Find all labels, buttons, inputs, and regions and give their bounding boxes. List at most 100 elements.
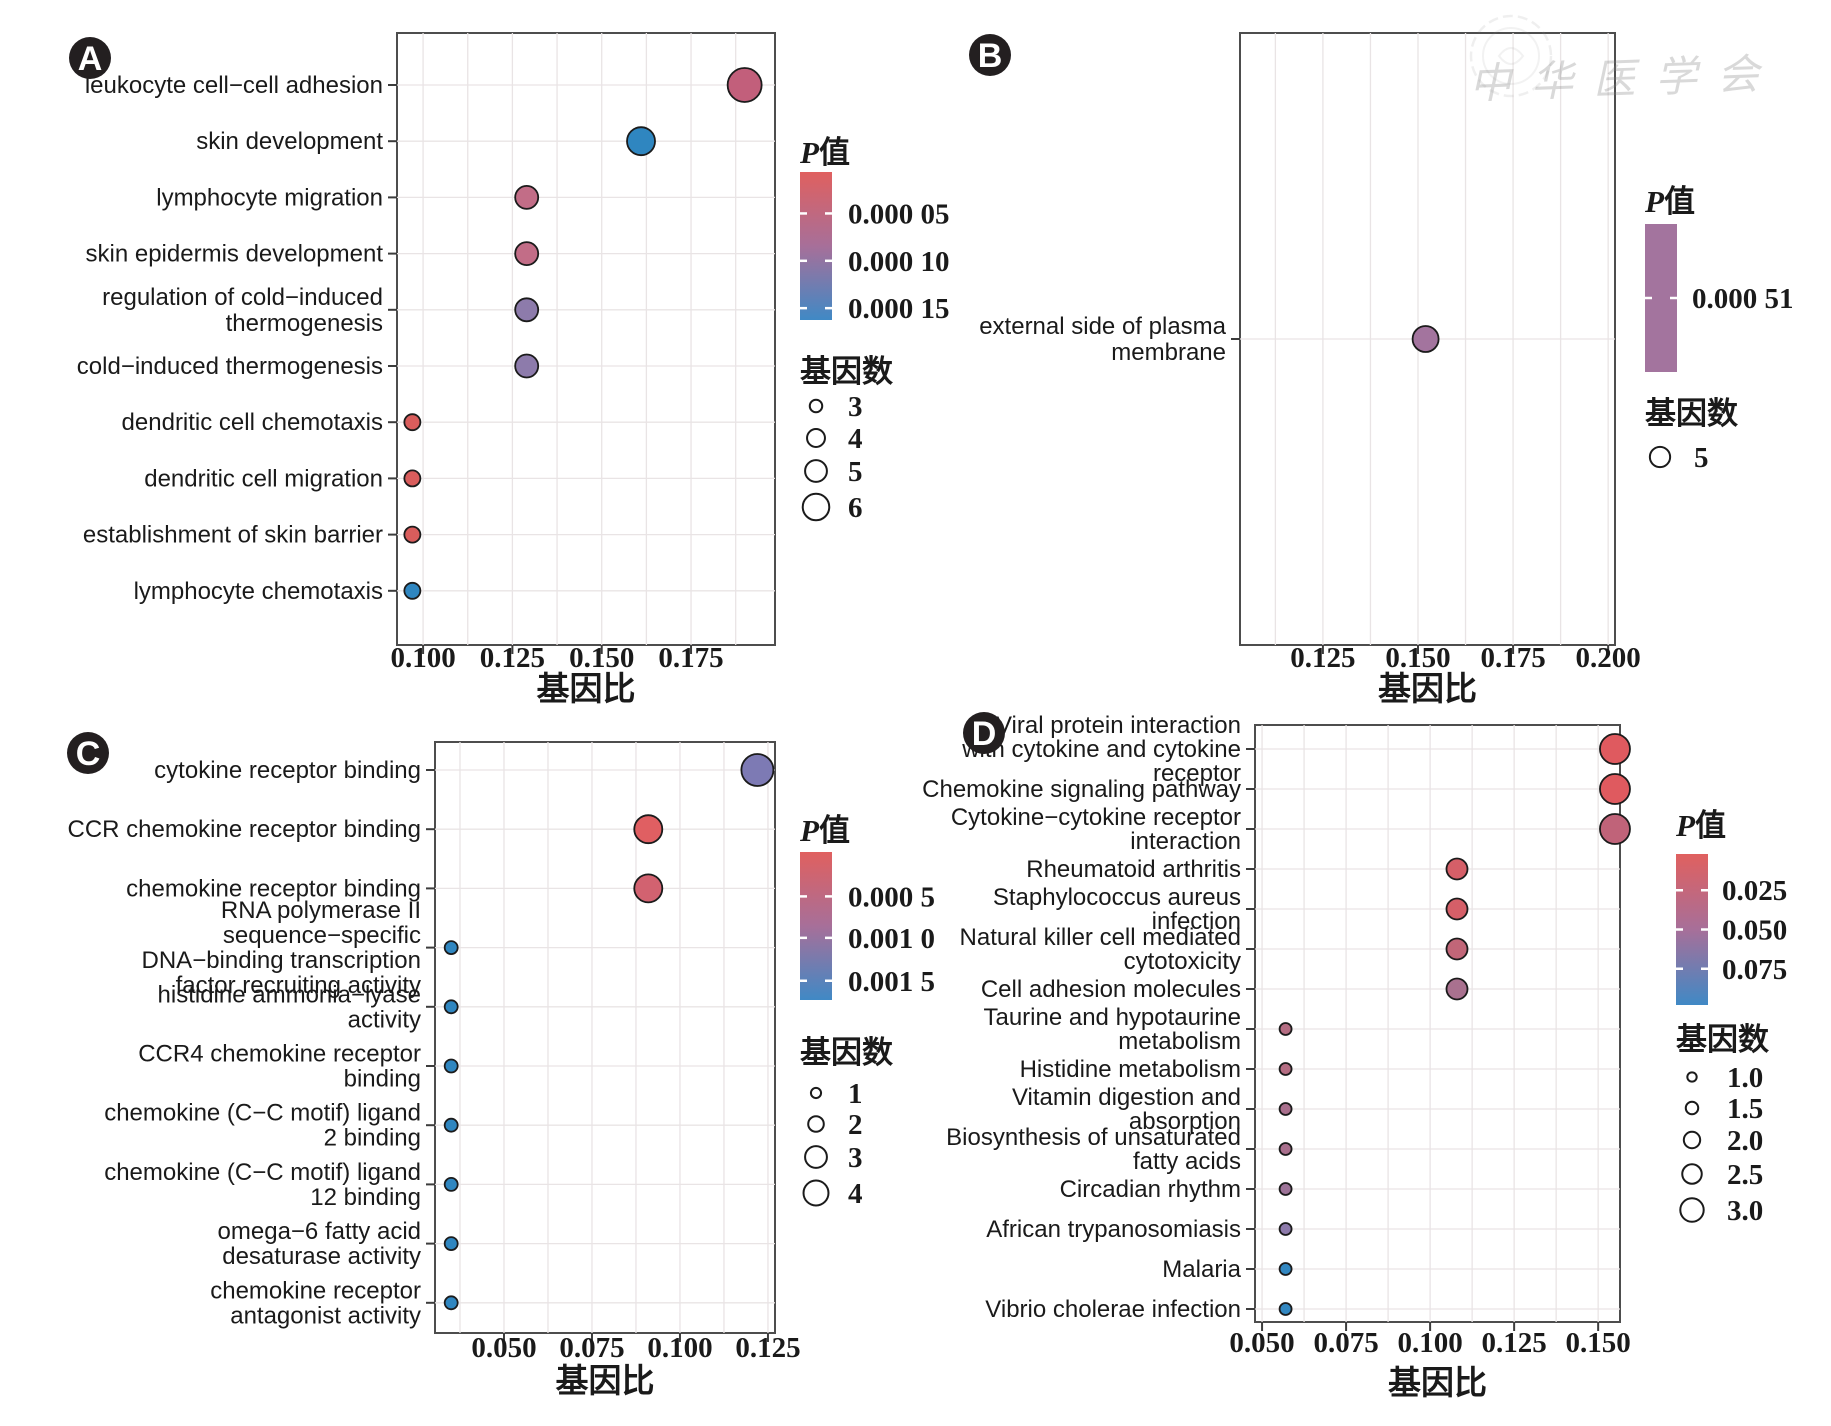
data-point: [633, 873, 664, 904]
panel-A: leukocyte cell−cell adhesion skin develop…: [69, 32, 950, 708]
data-point: [1445, 897, 1469, 921]
genecount-legend-label: 2: [848, 1109, 863, 1141]
legend-D: P值 0.025 0.050 0.075 基因数 1.01.52.02.5 3.0: [1675, 808, 1787, 1227]
data-point: [1278, 1182, 1293, 1196]
data-point: [626, 126, 656, 157]
x-tick-label: 0.075: [1313, 1327, 1378, 1359]
pvalue-legend-title: P值: [1644, 184, 1695, 219]
category-label: cold−induced thermogenesis: [77, 353, 383, 380]
category-label: Chemokine signaling pathway: [922, 776, 1241, 803]
data-point: [514, 241, 540, 267]
genecount-legend-circle: [1682, 1130, 1702, 1150]
pvalue-legend-title: P值: [1675, 808, 1726, 843]
data-point: [403, 413, 422, 432]
genecount-legend-label: 4: [848, 423, 863, 455]
genecount-legend-label: 5: [1694, 442, 1709, 474]
genecount-legend-circle: [804, 459, 828, 483]
category-label: Taurine and hypotaurine metabolism: [983, 1004, 1241, 1055]
category-label: Histidine metabolism: [1020, 1056, 1241, 1083]
data-point: [1445, 977, 1469, 1001]
x-tick-label: 0.100: [390, 642, 455, 674]
x-tick-label: 0.100: [1397, 1327, 1462, 1359]
data-point: [443, 1058, 459, 1074]
category-label: skin development: [196, 128, 383, 155]
plot-area: [396, 32, 776, 646]
panel-C: cytokine receptor binding CCR chemokine r…: [67, 732, 935, 1400]
category-label: Biosynthesis of unsaturated fatty acids: [946, 1124, 1241, 1175]
panel-letter-badge: [963, 712, 1005, 754]
category-label: chemokine (C−C motif) ligand 12 binding: [104, 1159, 421, 1211]
x-tick-label: 0.075: [559, 1332, 624, 1364]
genecount-legend-circle: [1681, 1163, 1703, 1185]
genecount-legend-title: 基因数: [1676, 1022, 1769, 1057]
legend-C: P值 0.000 5 0.001 0 0.001 5 基因数 123 4: [799, 813, 935, 1210]
genecount-legend-label: 6: [848, 492, 863, 524]
category-label: lymphocyte migration: [156, 184, 383, 211]
panel-letter: C: [76, 735, 101, 773]
category-label: Cytokine−cytokine receptor interaction: [951, 804, 1241, 855]
x-tick-label: 0.175: [1480, 642, 1545, 674]
genecount-legend-circle: [806, 428, 826, 448]
genecount-legend-label: 2.5: [1727, 1159, 1763, 1191]
genecount-legend-title: 基因数: [1645, 396, 1738, 431]
data-point: [514, 353, 540, 379]
x-tick-label: 0.050: [1229, 1327, 1294, 1359]
category-label: CCR4 chemokine receptor binding: [138, 1041, 421, 1093]
category-label: regulation of cold−induced thermogenesis: [102, 284, 383, 337]
data-point: [443, 1117, 459, 1133]
panel-letter-badge: [67, 732, 109, 774]
genecount-legend-circle: [804, 1145, 828, 1169]
plot-area: [1254, 724, 1621, 1323]
x-tick-label: 0.125: [480, 642, 545, 674]
panel-letter: A: [78, 40, 103, 78]
plot-area: [434, 741, 776, 1334]
genecount-legend-label: 3: [848, 391, 863, 423]
data-point: [514, 297, 540, 323]
pvalue-tick-label: 0.075: [1722, 954, 1787, 986]
data-point: [1599, 773, 1631, 805]
x-tick-label: 0.125: [1290, 642, 1355, 674]
panel-letter: B: [978, 37, 1003, 75]
data-point: [443, 999, 459, 1015]
x-tick-label: 0.125: [1482, 1327, 1547, 1359]
genecount-legend-circle: [1679, 1197, 1705, 1223]
data-point: [1599, 733, 1631, 765]
pvalue-tick-label: 0.000 51: [1692, 283, 1794, 315]
panel-letter-badge: [69, 37, 111, 79]
category-label: external side of plasma membrane: [979, 313, 1226, 366]
genecount-legend-circle: [801, 492, 831, 522]
pvalue-tick-label: 0.001 0: [848, 923, 935, 955]
data-point: [740, 753, 775, 787]
category-label: histidine ammonia−lyase activity: [158, 981, 421, 1033]
genecount-legend-label: 3.0: [1727, 1195, 1763, 1227]
data-point: [1599, 813, 1631, 845]
genecount-legend-title: 基因数: [800, 354, 893, 389]
data-point: [1278, 1022, 1293, 1036]
x-tick-label: 0.100: [647, 1332, 712, 1364]
data-point: [1278, 1142, 1293, 1156]
x-axis-title: 基因比: [537, 671, 636, 708]
category-label: Circadian rhythm: [1060, 1176, 1241, 1203]
data-point: [726, 67, 763, 103]
genecount-legend-circle: [1686, 1071, 1698, 1083]
panel-B: external side of plasma membrane 0.125 0.15…: [969, 32, 1794, 708]
data-point: [443, 1177, 459, 1192]
genecount-legend-circle: [802, 1179, 830, 1207]
genecount-legend-circle: [809, 1086, 823, 1100]
category-label: CCR chemokine receptor binding: [67, 816, 421, 843]
pvalue-tick-label: 0.000 10: [848, 246, 950, 278]
category-label: dendritic cell chemotaxis: [122, 409, 383, 436]
pvalue-tick-label: 0.025: [1722, 875, 1787, 907]
x-axis-title: 基因比: [556, 1363, 655, 1400]
pvalue-tick-label: 0.000 15: [848, 293, 950, 325]
pvalue-tick-label: 0.000 05: [848, 198, 950, 230]
category-label: lymphocyte chemotaxis: [134, 578, 383, 605]
category-label: chemokine receptor antagonist activity: [210, 1277, 421, 1329]
category-label: chemokine receptor binding: [126, 875, 421, 902]
x-tick-label: 0.150: [1566, 1327, 1631, 1359]
data-point: [633, 814, 664, 845]
genecount-legend-circle: [807, 1115, 825, 1133]
